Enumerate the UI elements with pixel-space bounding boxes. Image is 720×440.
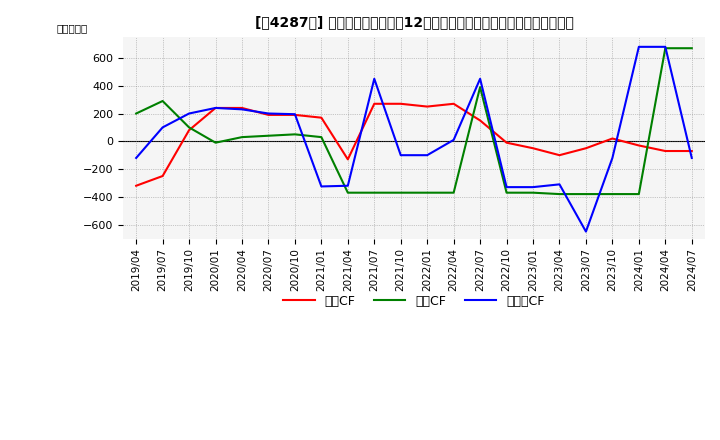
営業CF (528, 146, 537, 151)
Line: 投資CF: 投資CF (136, 48, 692, 194)
営業CF (661, 148, 670, 154)
投資CF (634, 191, 643, 197)
投資CF (158, 99, 167, 104)
営業CF (555, 153, 564, 158)
フリーCF (211, 105, 220, 110)
フリーCF (238, 107, 246, 112)
フリーCF (264, 111, 273, 116)
Line: 営業CF: 営業CF (136, 104, 692, 186)
営業CF (688, 148, 696, 154)
投資CF (688, 46, 696, 51)
投資CF (343, 190, 352, 195)
フリーCF (397, 153, 405, 158)
フリーCF (317, 184, 325, 189)
フリーCF (476, 76, 485, 81)
フリーCF (449, 137, 458, 143)
投資CF (132, 111, 140, 116)
営業CF (423, 104, 431, 109)
フリーCF (343, 183, 352, 188)
投資CF (264, 133, 273, 138)
営業CF (582, 146, 590, 151)
フリーCF (608, 155, 617, 161)
フリーCF (185, 111, 194, 116)
フリーCF (661, 44, 670, 49)
フリーCF (688, 155, 696, 161)
投資CF (211, 140, 220, 145)
投資CF (582, 191, 590, 197)
営業CF (211, 105, 220, 110)
フリーCF (423, 153, 431, 158)
営業CF (158, 173, 167, 179)
投資CF (185, 125, 194, 130)
投資CF (317, 135, 325, 140)
Title: [。4287〃] キャッシュフローの12か月移動合計の対前年同期増減額の推移: [。4287〃] キャッシュフローの12か月移動合計の対前年同期増減額の推移 (255, 15, 573, 29)
営業CF (634, 143, 643, 148)
投資CF (661, 46, 670, 51)
フリーCF (158, 125, 167, 130)
営業CF (238, 105, 246, 110)
投資CF (449, 190, 458, 195)
営業CF (370, 101, 379, 106)
営業CF (503, 140, 511, 145)
投資CF (528, 190, 537, 195)
営業CF (608, 136, 617, 141)
営業CF (132, 183, 140, 188)
投資CF (423, 190, 431, 195)
フリーCF (503, 184, 511, 190)
営業CF (291, 112, 300, 117)
投資CF (555, 191, 564, 197)
投資CF (503, 190, 511, 195)
営業CF (449, 101, 458, 106)
投資CF (370, 190, 379, 195)
フリーCF (528, 184, 537, 190)
フリーCF (370, 76, 379, 81)
営業CF (343, 157, 352, 162)
営業CF (317, 115, 325, 120)
フリーCF (634, 44, 643, 49)
投資CF (476, 84, 485, 90)
営業CF (264, 112, 273, 117)
フリーCF (555, 182, 564, 187)
フリーCF (582, 229, 590, 234)
営業CF (476, 118, 485, 123)
フリーCF (291, 112, 300, 117)
Line: フリーCF: フリーCF (136, 47, 692, 231)
投資CF (608, 191, 617, 197)
投資CF (238, 135, 246, 140)
Y-axis label: （百万円）: （百万円） (57, 23, 88, 33)
フリーCF (132, 155, 140, 161)
投資CF (397, 190, 405, 195)
営業CF (397, 101, 405, 106)
営業CF (185, 128, 194, 133)
投資CF (291, 132, 300, 137)
Legend: 営業CF, 投資CF, フリーCF: 営業CF, 投資CF, フリーCF (278, 290, 549, 313)
